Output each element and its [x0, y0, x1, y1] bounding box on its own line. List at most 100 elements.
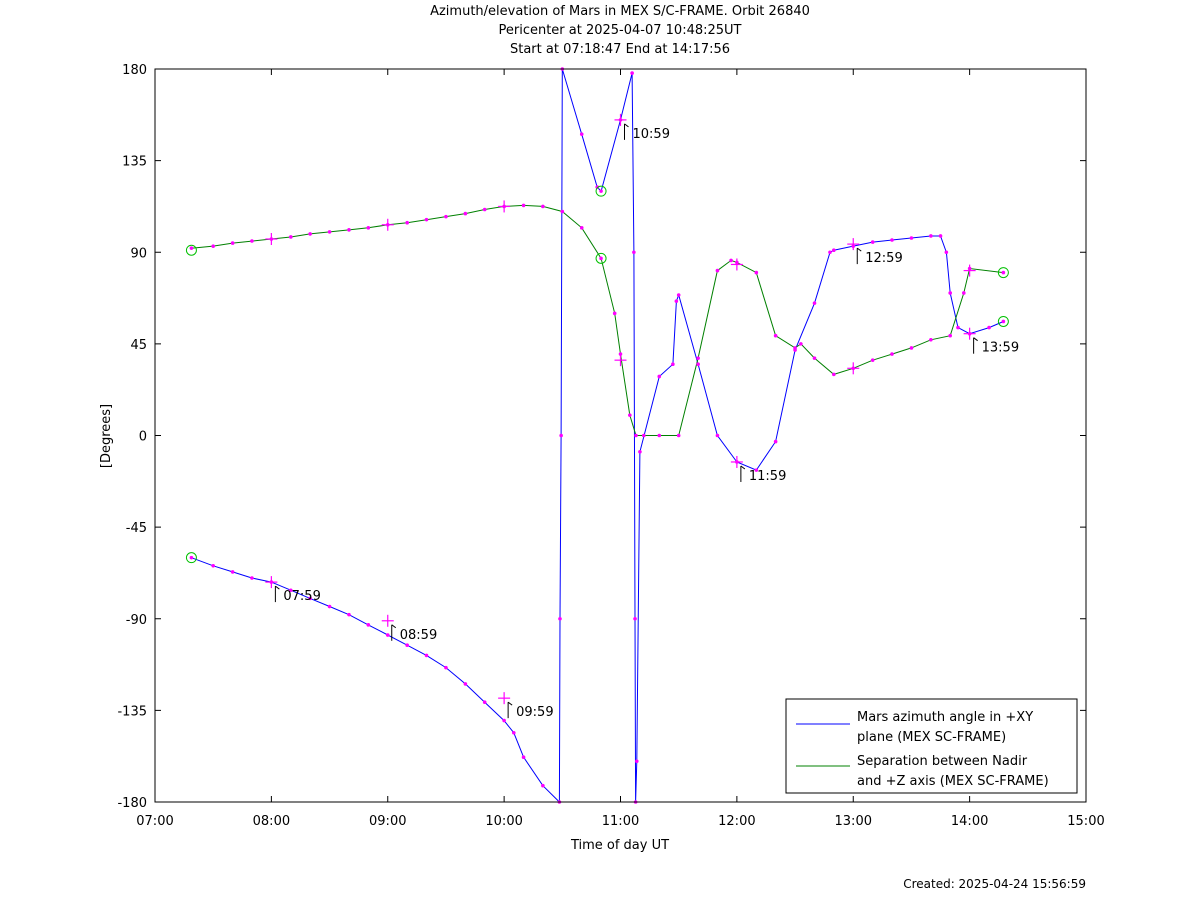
data-point [424, 653, 429, 658]
data-point [230, 570, 235, 574]
data-point [250, 576, 254, 580]
y-tick-label: 45 [130, 338, 147, 353]
data-point [308, 596, 312, 601]
legend: Mars azimuth angle in +XY plane (MEX SC-… [785, 698, 1078, 794]
data-point [929, 338, 933, 342]
annotation-pointer-head [856, 247, 862, 252]
y-tick-label: 90 [130, 246, 147, 261]
data-point [211, 564, 215, 568]
data-point [618, 352, 623, 356]
y-tick-label: -180 [117, 796, 147, 811]
data-point [595, 185, 600, 189]
data-point [541, 204, 545, 209]
legend-label-separation-line-1: Separation between Nadir [857, 754, 1028, 769]
annotations: 07:59 08:59 09:59 10:59 11:59 12:59 13:59 [274, 123, 1019, 720]
data-point [630, 71, 634, 75]
data-point [579, 132, 584, 136]
data-point [1001, 270, 1006, 275]
legend-label-separation-line-2: and +Z axis (MEX SC-FRAME) [857, 774, 1049, 789]
series-markers [185, 67, 1009, 804]
chart-title-line-3: Start at 07:18:47 End at 14:17:56 [509, 42, 731, 57]
data-point [424, 217, 429, 222]
annotation-label: 11:59 [749, 469, 786, 484]
data-point [327, 604, 332, 609]
data-point [909, 236, 914, 240]
data-point [250, 239, 254, 243]
data-point [754, 270, 759, 275]
data-point [289, 588, 293, 593]
axis-ticks: 07:00 08:00 09:00 10:00 11:00 12:00 13:00 14:00… [117, 63, 1104, 829]
data-point [599, 256, 603, 261]
data-point [674, 299, 679, 303]
endpoint-circle [595, 252, 607, 264]
data-point [812, 356, 817, 360]
x-tick-label: 14:00 [951, 814, 988, 829]
data-point [541, 783, 545, 788]
annotation-pointer-head [275, 585, 280, 590]
data-point [211, 244, 215, 248]
data-point [511, 730, 516, 735]
data-point [482, 207, 487, 212]
endpoint-circle [595, 185, 607, 197]
data-point [521, 755, 526, 760]
data-point [793, 346, 797, 350]
data-point [612, 311, 617, 316]
y-tick-label: -135 [117, 704, 147, 719]
endpoint-circle [997, 267, 1009, 279]
legend-label-azimuth-line-2: plane (MEX SC-FRAME) [857, 730, 1006, 745]
data-point [308, 232, 312, 236]
data-point [560, 209, 565, 214]
data-point [890, 352, 894, 356]
x-tick-label: 13:00 [835, 814, 872, 829]
data-point [444, 214, 448, 219]
annotation-label: 09:59 [516, 705, 553, 720]
x-tick-label: 15:00 [1067, 814, 1104, 829]
chart-title-line-1: Azimuth/elevation of Mars in MEX S/C-FRA… [430, 4, 810, 19]
data-point [347, 228, 351, 232]
annotation-label: 08:59 [400, 628, 437, 643]
data-point [634, 433, 638, 438]
x-axis-label: Time of day UT [570, 838, 669, 853]
annotation-pointer-head [624, 123, 629, 128]
data-point [641, 433, 646, 438]
data-point [715, 433, 720, 438]
data-point [289, 235, 293, 239]
data-point [773, 333, 778, 338]
series-lines [191, 68, 1004, 804]
chart-title-line-2: Pericenter at 2025-04-07 10:48:25UT [498, 23, 742, 38]
data-point [956, 325, 960, 330]
data-point [944, 250, 949, 255]
data-point [696, 356, 700, 360]
data-point [832, 372, 836, 377]
annotation-pointer-head [973, 337, 978, 342]
data-point [715, 268, 720, 273]
data-point [948, 291, 952, 295]
data-point [948, 333, 952, 338]
x-tick-label: 08:00 [253, 814, 290, 829]
data-point [1001, 319, 1006, 324]
data-point [657, 374, 662, 379]
data-point [828, 250, 832, 255]
data-point [385, 633, 390, 637]
data-point [405, 220, 409, 225]
annotation-pointer-head [740, 465, 746, 470]
data-point [812, 301, 817, 305]
data-point [638, 449, 642, 454]
data-point [405, 643, 409, 648]
data-point [773, 439, 778, 444]
data-point [799, 342, 803, 346]
data-point [634, 759, 639, 764]
series-line-separation [191, 204, 1004, 436]
data-point [729, 258, 733, 263]
data-point [633, 616, 637, 621]
data-point [676, 433, 681, 438]
data-point [230, 241, 235, 245]
data-point [929, 234, 933, 238]
data-point [599, 189, 603, 193]
data-point [579, 226, 584, 230]
data-point [909, 346, 914, 350]
created-timestamp: Created: 2025-04-24 15:56:59 [903, 877, 1086, 891]
data-point [890, 238, 894, 242]
annotation-label: 13:59 [982, 341, 1019, 356]
